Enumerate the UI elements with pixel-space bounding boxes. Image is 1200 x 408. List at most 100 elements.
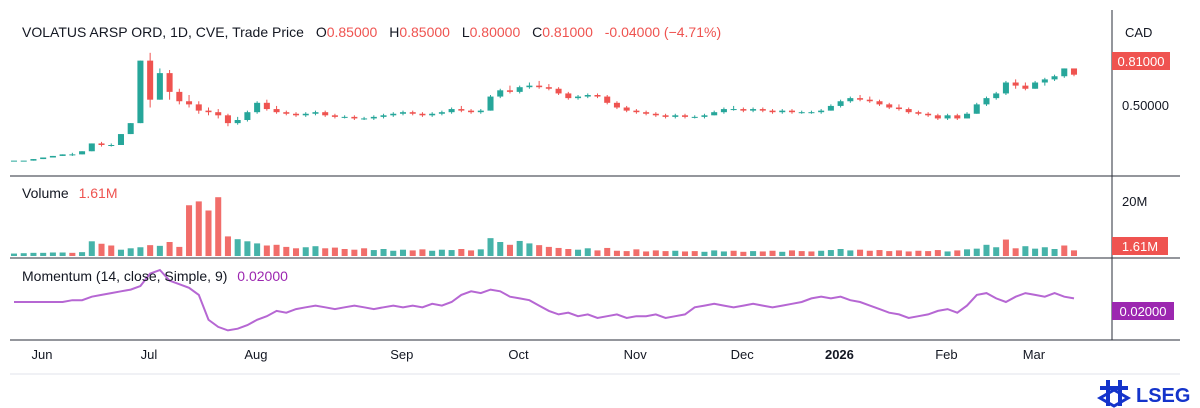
candle bbox=[691, 115, 698, 119]
volume-last-badge bbox=[1112, 237, 1168, 255]
candle bbox=[769, 109, 776, 114]
candle-body bbox=[964, 113, 971, 119]
candle-body bbox=[1002, 82, 1009, 94]
volume-bar bbox=[263, 245, 270, 256]
candle bbox=[341, 115, 348, 119]
time-axis: Jun Jul Aug Sep Oct Nov Dec 2026 Feb Mar bbox=[32, 347, 1046, 362]
momentum-last-badge bbox=[1112, 302, 1174, 320]
candle-body bbox=[263, 102, 270, 110]
volume-value: 1.61M bbox=[79, 185, 118, 201]
volume-last-label: 1.61M bbox=[1122, 239, 1158, 254]
volume-bar bbox=[798, 251, 805, 256]
candle-body bbox=[147, 60, 154, 100]
candle-body bbox=[1061, 68, 1068, 77]
candle-body bbox=[186, 101, 193, 105]
candle-body bbox=[477, 110, 484, 113]
candle-body bbox=[594, 95, 601, 97]
time-axis-label: Nov bbox=[624, 347, 648, 362]
candle bbox=[672, 113, 679, 119]
candle-body bbox=[720, 109, 727, 113]
candle bbox=[886, 102, 893, 110]
volume-bar bbox=[30, 252, 37, 256]
volume-bar bbox=[516, 240, 523, 256]
volume-bar bbox=[10, 253, 18, 256]
candle-body bbox=[857, 98, 864, 100]
candlestick-series bbox=[10, 52, 1078, 162]
instrument-title: VOLATUS ARSP ORD, 1D, CVE, Trade Price bbox=[22, 24, 304, 40]
volume-bar bbox=[156, 245, 163, 256]
volume-bar bbox=[886, 251, 893, 256]
candle-body bbox=[944, 115, 951, 119]
candle-body bbox=[993, 93, 1000, 99]
candle bbox=[545, 84, 552, 91]
volume-bar bbox=[166, 242, 173, 256]
volume-bar bbox=[1032, 248, 1039, 256]
candle bbox=[701, 113, 708, 119]
candle bbox=[176, 88, 183, 105]
volume-legend: Volume 1.61M bbox=[22, 185, 118, 201]
volume-bar bbox=[925, 251, 932, 256]
volume-bar bbox=[691, 251, 698, 256]
volume-bar bbox=[147, 245, 154, 256]
candle bbox=[798, 110, 805, 114]
candle bbox=[30, 159, 37, 161]
volume-bar bbox=[720, 251, 727, 256]
candle-body bbox=[79, 151, 86, 155]
candle bbox=[643, 110, 650, 116]
open-value: 0.85000 bbox=[327, 24, 378, 40]
volume-bar bbox=[40, 252, 47, 256]
volume-bar bbox=[215, 197, 222, 256]
candle bbox=[302, 112, 309, 117]
candle bbox=[526, 82, 533, 89]
candle-body bbox=[837, 101, 844, 106]
candle-body bbox=[254, 102, 261, 113]
volume-bar bbox=[759, 251, 766, 256]
candle bbox=[1061, 68, 1068, 78]
volume-bar bbox=[993, 247, 1000, 256]
volume-bar bbox=[944, 251, 951, 256]
candle-body bbox=[497, 90, 504, 97]
momentum-legend: Momentum (14, close, Simple, 9) 0.02000 bbox=[22, 268, 288, 284]
volume-bar bbox=[341, 249, 348, 256]
candle-body bbox=[886, 104, 893, 108]
volume-bar bbox=[419, 249, 426, 256]
candle-body bbox=[973, 104, 980, 114]
candle bbox=[857, 95, 864, 102]
lseg-logo: LSEG bbox=[1096, 380, 1190, 408]
candle bbox=[847, 96, 854, 103]
candle-body bbox=[224, 115, 231, 124]
candle bbox=[409, 110, 416, 116]
candle bbox=[750, 107, 757, 113]
volume-bar bbox=[954, 250, 961, 256]
candle-body bbox=[905, 109, 912, 113]
volume-bar bbox=[779, 251, 786, 256]
candle bbox=[49, 155, 56, 158]
volume-bar bbox=[127, 248, 134, 256]
volume-bar bbox=[468, 250, 475, 256]
volume-bar bbox=[837, 249, 844, 256]
candle bbox=[88, 143, 95, 152]
candle bbox=[818, 109, 825, 114]
volume-bar bbox=[98, 243, 105, 256]
volume-bar bbox=[205, 210, 212, 256]
time-axis-label: Jul bbox=[141, 347, 158, 362]
candle-body bbox=[672, 115, 679, 117]
candle bbox=[487, 95, 494, 111]
volume-bar bbox=[701, 251, 708, 256]
candle bbox=[283, 110, 290, 116]
volume-bar bbox=[895, 250, 902, 256]
time-axis-label: 2026 bbox=[825, 347, 854, 362]
candle bbox=[633, 109, 640, 114]
volume-bar bbox=[652, 250, 659, 256]
candle-body bbox=[701, 115, 708, 117]
volume-bar bbox=[399, 249, 407, 256]
candle bbox=[263, 99, 270, 111]
time-axis-label: Sep bbox=[390, 347, 413, 362]
candle-body bbox=[380, 115, 387, 117]
candle-body bbox=[59, 154, 66, 156]
candle-body bbox=[555, 88, 562, 94]
candle-body bbox=[925, 113, 932, 116]
candle-body bbox=[448, 109, 455, 113]
close-label: C bbox=[532, 24, 542, 40]
candle-body bbox=[759, 109, 766, 111]
